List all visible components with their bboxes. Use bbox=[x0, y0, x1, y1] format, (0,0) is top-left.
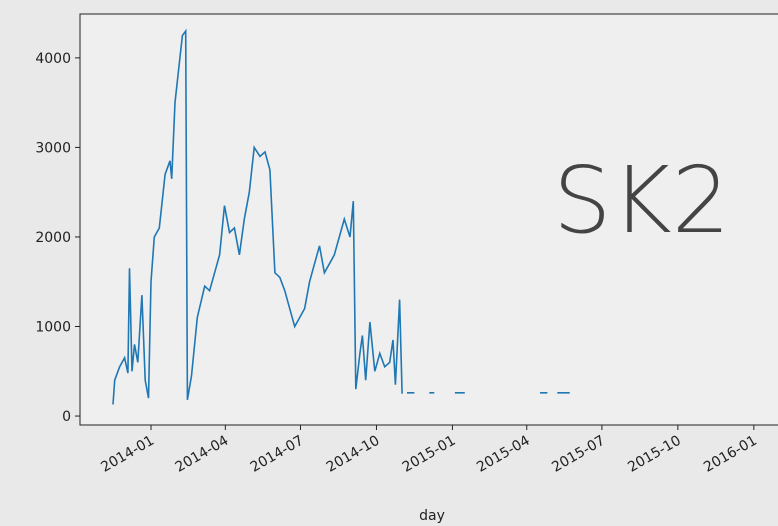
annotation: SK2 bbox=[553, 147, 730, 254]
x-tick-label: 2015-01 bbox=[400, 433, 459, 476]
x-tick-label: 2015-07 bbox=[549, 433, 608, 476]
data-line bbox=[112, 28, 570, 405]
x-tick-label: 2015-10 bbox=[625, 433, 684, 476]
x-tick-label: 2015-04 bbox=[474, 433, 533, 476]
y-tick-label: 0 bbox=[62, 409, 71, 425]
x-tick-label: 2016-01 bbox=[701, 433, 760, 476]
x-tick-label: 2014-07 bbox=[248, 433, 307, 476]
x-tick-label: 2014-01 bbox=[98, 433, 157, 476]
y-tick-label: 4000 bbox=[35, 51, 71, 67]
y-tick-label: 2000 bbox=[35, 230, 71, 246]
y-tick-label: 3000 bbox=[35, 140, 71, 156]
x-tick-label: 2014-10 bbox=[324, 433, 383, 476]
x-tick-label: 2014-04 bbox=[173, 433, 232, 476]
x-axis-label: day bbox=[419, 508, 445, 524]
y-tick-label: 1000 bbox=[35, 320, 71, 336]
plot-area bbox=[79, 13, 778, 426]
